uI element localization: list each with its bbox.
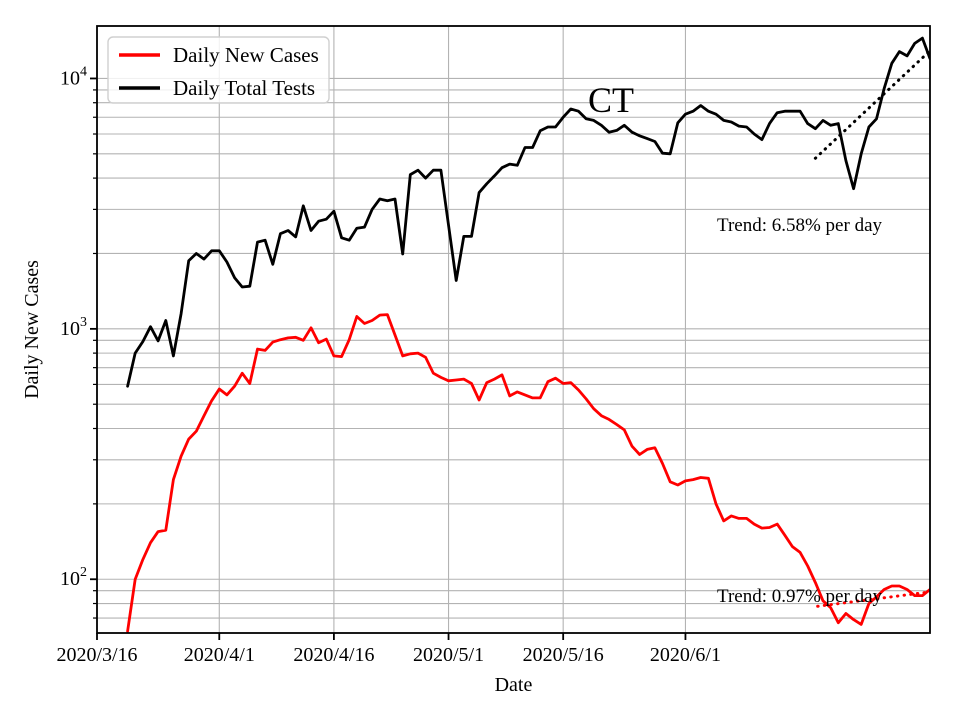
axis-ticks xyxy=(90,77,687,640)
legend-label-daily-total-tests: Daily Total Tests xyxy=(173,76,315,100)
y-tick-label: 104 xyxy=(60,64,87,89)
tests-trend-label: Trend: 6.58% per day xyxy=(717,215,882,236)
x-tick-label: 2020/6/1 xyxy=(650,644,721,666)
y-axis-label: Daily New Cases xyxy=(21,260,43,399)
trendline-cases-trend xyxy=(816,590,930,608)
line-daily-new-cases xyxy=(126,313,930,633)
legend-box xyxy=(107,36,330,104)
trendline-tests-trend xyxy=(813,49,930,160)
x-tick-label: 2020/4/16 xyxy=(293,644,374,666)
x-axis-label: Date xyxy=(495,674,533,696)
legend-label-daily-new-cases: Daily New Cases xyxy=(173,43,319,67)
series-lines xyxy=(126,36,930,633)
x-tick-label: 2020/5/16 xyxy=(523,644,604,666)
state-label: CT xyxy=(588,80,634,120)
annotations: CT Trend: 6.58% per day Trend: 0.97% per d… xyxy=(588,80,882,607)
tick-labels: 102 103 104 2020/3/16 2020/4/1 2020/4/16 2020/… xyxy=(56,64,721,666)
legend: Daily New Cases Daily Total Tests xyxy=(107,36,330,104)
x-tick-label: 2020/4/1 xyxy=(184,644,255,666)
cases-trend-label: Trend: 0.97% per day xyxy=(717,586,882,607)
y-tick-label: 103 xyxy=(60,315,87,340)
x-tick-label: 2020/5/1 xyxy=(413,644,484,666)
line-daily-total-tests xyxy=(126,36,930,388)
x-tick-label: 2020/3/16 xyxy=(56,644,137,666)
y-tick-label: 102 xyxy=(60,565,87,590)
